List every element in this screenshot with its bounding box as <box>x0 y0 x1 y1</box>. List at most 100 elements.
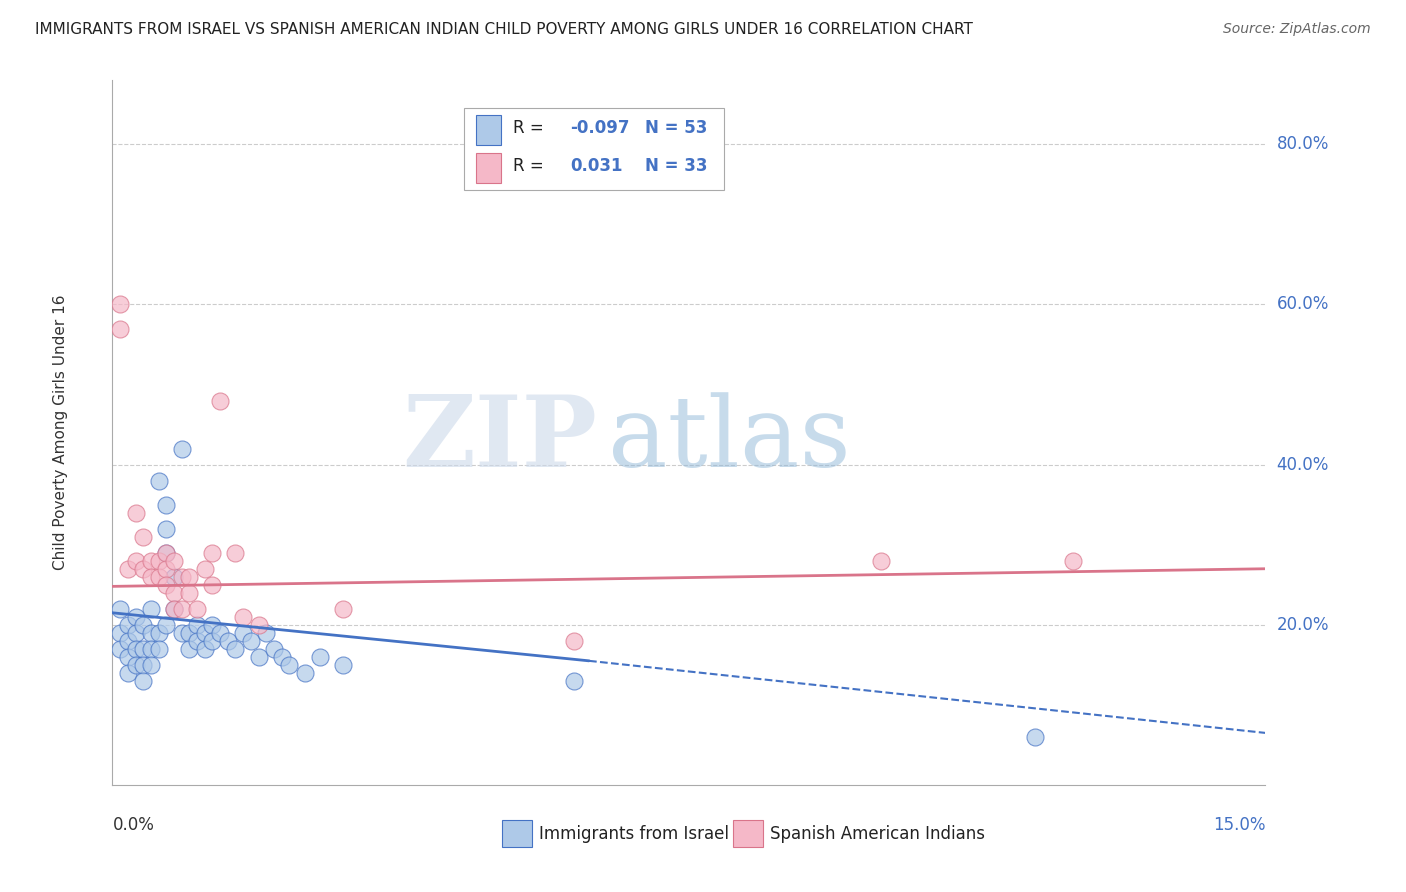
Point <box>247 649 270 664</box>
Point <box>194 641 217 656</box>
Text: 15.0%: 15.0% <box>1213 815 1265 833</box>
Point <box>254 625 277 640</box>
Point <box>170 442 193 456</box>
Text: -0.097: -0.097 <box>571 119 630 136</box>
Point <box>132 562 155 576</box>
Point <box>132 530 155 544</box>
Point <box>870 554 893 568</box>
Point <box>186 601 208 615</box>
Point <box>224 546 246 560</box>
Point <box>108 321 131 335</box>
Point <box>148 625 170 640</box>
Point <box>186 633 208 648</box>
Point <box>217 633 239 648</box>
Point <box>132 657 155 672</box>
Point <box>108 297 131 311</box>
FancyBboxPatch shape <box>502 821 531 847</box>
Point <box>139 625 162 640</box>
Point <box>179 570 201 584</box>
Point <box>163 570 186 584</box>
Point <box>148 641 170 656</box>
Point <box>179 641 201 656</box>
Point <box>117 665 139 680</box>
Point <box>148 570 170 584</box>
Text: Child Poverty Among Girls Under 16: Child Poverty Among Girls Under 16 <box>53 295 67 570</box>
Point <box>201 633 224 648</box>
Point <box>209 393 232 408</box>
Point <box>124 625 146 640</box>
Point <box>117 562 139 576</box>
Text: N = 53: N = 53 <box>645 119 707 136</box>
Point <box>201 578 224 592</box>
Point <box>108 601 131 615</box>
Point <box>139 601 162 615</box>
Point <box>201 546 224 560</box>
Point <box>263 641 285 656</box>
Point <box>108 625 131 640</box>
Text: 0.031: 0.031 <box>571 157 623 175</box>
Point <box>194 562 217 576</box>
Point <box>155 546 177 560</box>
Point <box>108 641 131 656</box>
Point <box>186 617 208 632</box>
Point <box>124 641 146 656</box>
Point <box>155 522 177 536</box>
Point <box>170 601 193 615</box>
FancyBboxPatch shape <box>475 115 501 145</box>
Point <box>179 586 201 600</box>
Point <box>117 649 139 664</box>
FancyBboxPatch shape <box>733 821 762 847</box>
Point <box>155 578 177 592</box>
Point <box>1062 554 1084 568</box>
Point <box>139 641 162 656</box>
Point <box>155 617 177 632</box>
Point <box>247 617 270 632</box>
Point <box>148 474 170 488</box>
Point <box>139 554 162 568</box>
Point <box>155 546 177 560</box>
Point <box>332 657 354 672</box>
Text: 40.0%: 40.0% <box>1277 456 1329 474</box>
Point <box>562 633 585 648</box>
Point <box>1024 730 1046 744</box>
Point <box>239 633 262 648</box>
Point <box>194 625 217 640</box>
Point <box>170 570 193 584</box>
Point <box>132 641 155 656</box>
Text: 80.0%: 80.0% <box>1277 136 1329 153</box>
Point <box>139 570 162 584</box>
Point <box>170 625 193 640</box>
Point <box>224 641 246 656</box>
Point <box>124 506 146 520</box>
Point <box>278 657 301 672</box>
Text: Spanish American Indians: Spanish American Indians <box>769 824 984 843</box>
Point <box>155 562 177 576</box>
Text: 60.0%: 60.0% <box>1277 295 1329 313</box>
Point <box>124 609 146 624</box>
Point <box>562 673 585 688</box>
Text: 0.0%: 0.0% <box>112 815 155 833</box>
Text: R =: R = <box>513 157 554 175</box>
Point <box>139 657 162 672</box>
Point <box>163 586 186 600</box>
Point <box>294 665 316 680</box>
Point <box>209 625 232 640</box>
Point <box>132 673 155 688</box>
FancyBboxPatch shape <box>475 153 501 183</box>
Point <box>124 657 146 672</box>
Point <box>132 617 155 632</box>
Text: atlas: atlas <box>609 392 851 488</box>
Text: 20.0%: 20.0% <box>1277 615 1329 634</box>
Point <box>163 554 186 568</box>
Point <box>117 617 139 632</box>
Point <box>148 554 170 568</box>
Point <box>232 609 254 624</box>
Text: Immigrants from Israel: Immigrants from Israel <box>538 824 730 843</box>
Point <box>163 601 186 615</box>
Point <box>309 649 332 664</box>
Point <box>270 649 292 664</box>
Text: ZIP: ZIP <box>402 392 596 488</box>
Text: IMMIGRANTS FROM ISRAEL VS SPANISH AMERICAN INDIAN CHILD POVERTY AMONG GIRLS UNDE: IMMIGRANTS FROM ISRAEL VS SPANISH AMERIC… <box>35 22 973 37</box>
Text: N = 33: N = 33 <box>645 157 707 175</box>
Point <box>332 601 354 615</box>
